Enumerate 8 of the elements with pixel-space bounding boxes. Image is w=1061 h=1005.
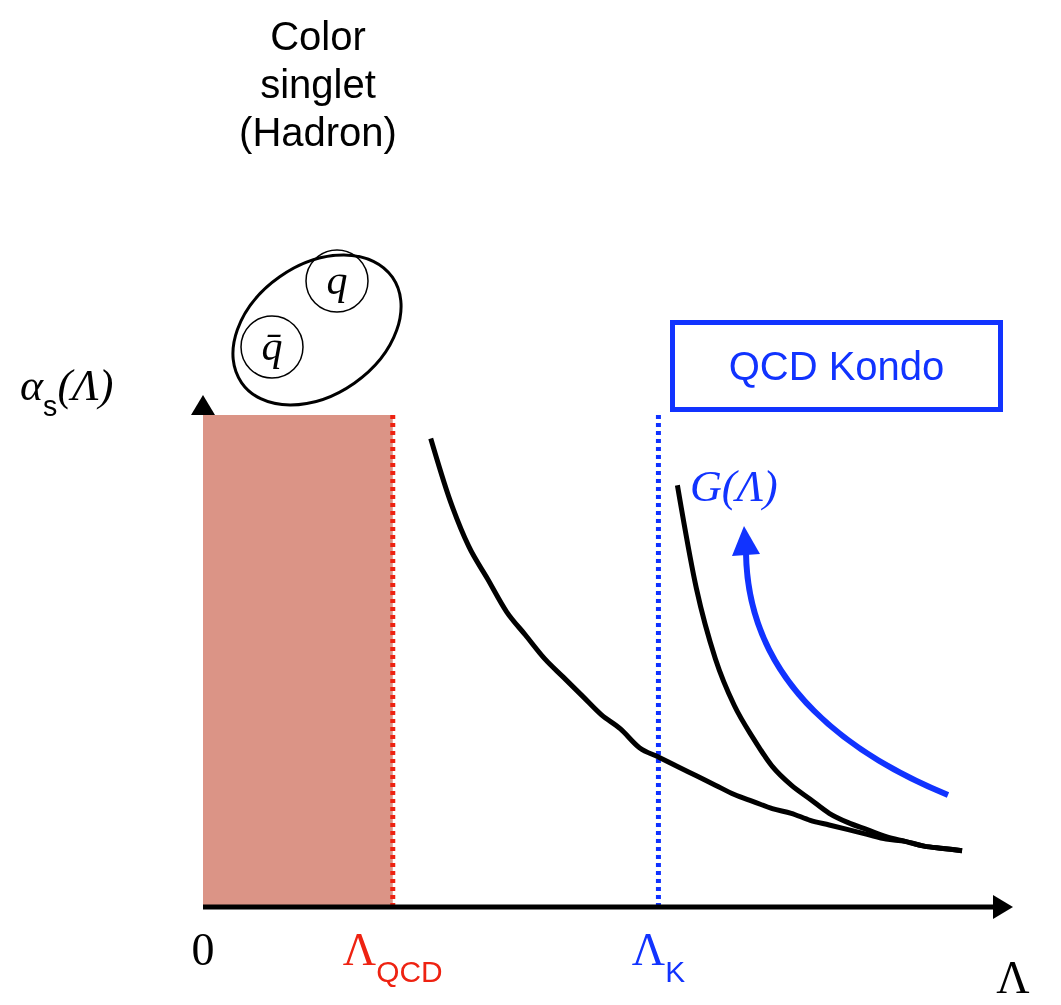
x-tick-label: Λ$_{K}$ (631, 924, 686, 988)
x-tick-label: 0 (191, 924, 215, 975)
text: QCD Kondo (670, 320, 1003, 412)
annotation: G(Λ) (690, 462, 778, 511)
x-axis-title: Λ (996, 952, 1030, 1003)
x-tick-label: Λ$_{QCD}$ (342, 924, 443, 988)
y-axis-title: α$_{s}$(Λ) (20, 361, 114, 422)
text: Color singlet (Hadron) (238, 13, 398, 156)
